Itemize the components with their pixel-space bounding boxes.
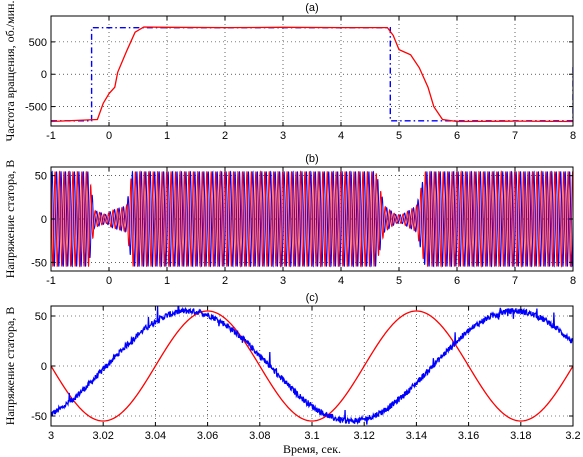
- y-tick-label: -50: [31, 411, 47, 423]
- series-line-1: [51, 310, 573, 422]
- x-tick-label: 2: [222, 275, 228, 287]
- y-axis-label: Напряжение статора, В: [3, 160, 17, 279]
- y-tick-label: 50: [35, 311, 47, 323]
- x-tick-label: 3: [48, 430, 54, 442]
- x-tick-label: 5: [396, 275, 402, 287]
- x-tick-label: 6: [454, 275, 460, 287]
- x-tick-label: 3.08: [249, 430, 270, 442]
- x-tick-label: 3: [280, 275, 286, 287]
- x-tick-label: -1: [46, 130, 56, 142]
- x-tick-label: 3.04: [145, 430, 166, 442]
- series-line-2: [51, 26, 573, 123]
- x-tick-label: 1: [164, 130, 170, 142]
- x-tick-label: 5: [396, 130, 402, 142]
- series-line-2: [51, 306, 573, 425]
- x-tick-label: 3.02: [92, 430, 113, 442]
- chart-title: (a): [305, 2, 318, 14]
- x-tick-label: 2: [222, 130, 228, 142]
- chart-panel-3: (c) 3 3.02 3.04 3.06 3.08 3.1 3.12 3.14 3.16 3.18 3…: [3, 292, 581, 456]
- x-tick-label: 4: [338, 130, 344, 142]
- x-tick-label: 6: [454, 130, 460, 142]
- x-tick-label: 8: [570, 130, 576, 142]
- x-tick-label: 7: [512, 275, 518, 287]
- series-line-1: [51, 26, 573, 122]
- x-tick-label: 3.12: [353, 430, 374, 442]
- x-axis-label: Время, сек.: [283, 442, 341, 456]
- y-tick-label: 0: [41, 361, 47, 373]
- y-tick-label: 0: [41, 214, 47, 226]
- x-tick-label: 3.1: [304, 430, 319, 442]
- y-axis-label: Напряжение статора, В: [3, 307, 17, 426]
- y-tick-label: -50: [31, 257, 47, 269]
- y-tick-label: 0: [41, 69, 47, 81]
- x-tick-label: 3.18: [510, 430, 531, 442]
- x-tick-label: 3.06: [197, 430, 218, 442]
- x-tick-label: 0: [106, 275, 112, 287]
- x-tick-label: 1: [164, 275, 170, 287]
- x-tick-label: 3.14: [406, 430, 427, 442]
- chart-title: (b): [305, 153, 318, 165]
- x-tick-label: 4: [338, 275, 344, 287]
- plot-frame: [50, 15, 574, 127]
- x-tick-label: 7: [512, 130, 518, 142]
- series-line-1: [51, 170, 573, 268]
- chart-panel-2: (b) -1 0 1 2 3 4 5 6 7 8 -50 0 50 Напряжение статора, …: [3, 153, 576, 287]
- x-tick-label: 0: [106, 130, 112, 142]
- y-axis-label: Частота вращения, об./мин.: [3, 1, 17, 142]
- x-tick-label: 8: [570, 275, 576, 287]
- y-tick-label: -500: [25, 102, 47, 114]
- x-tick-label: 3: [280, 130, 286, 142]
- x-tick-label: 3.2: [565, 430, 580, 442]
- chart-title: (c): [306, 292, 319, 304]
- series-line-2: [51, 170, 573, 268]
- x-tick-label: -1: [46, 275, 56, 287]
- y-tick-label: 500: [29, 37, 47, 49]
- y-tick-label: 50: [35, 171, 47, 183]
- chart-panel-1: (a) -1 0 1 2 3 4 5 6 7 8 -500 0 500 Частота вращения, …: [3, 1, 576, 142]
- x-tick-label: 3.16: [458, 430, 479, 442]
